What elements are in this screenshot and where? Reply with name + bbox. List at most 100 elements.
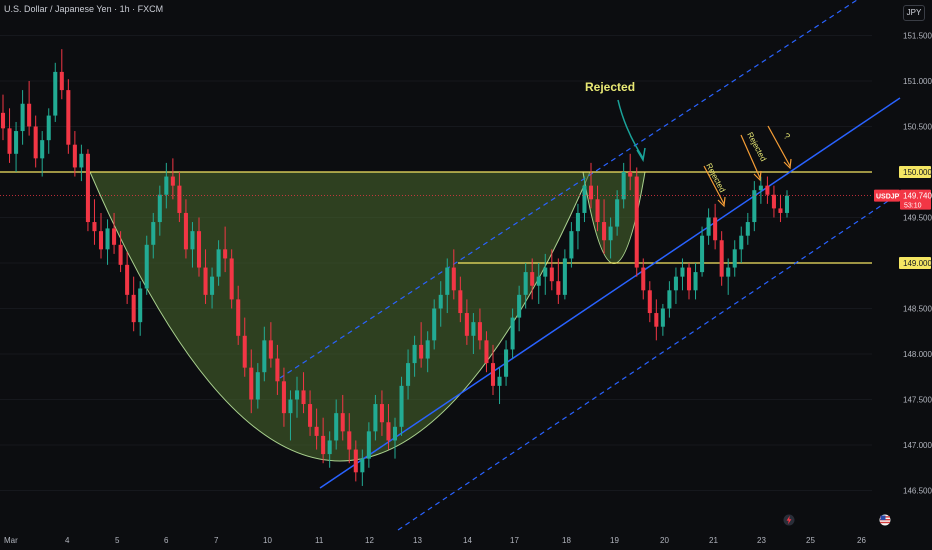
x-tick-label: Mar	[4, 536, 18, 545]
candle-body	[7, 128, 12, 154]
candle-body	[758, 185, 763, 191]
candle-body	[392, 426, 398, 441]
y-tick-label: 149.500	[903, 214, 932, 223]
candle-body	[693, 272, 698, 291]
x-tick-label: 6	[164, 536, 169, 545]
candle-body	[490, 363, 496, 386]
candle-body	[562, 258, 567, 295]
candle-body	[177, 185, 182, 213]
candle-body	[510, 317, 515, 350]
cup-pattern	[89, 171, 646, 462]
candle-body	[673, 276, 678, 291]
candle-body	[242, 335, 247, 368]
y-tick-label: 147.000	[903, 441, 932, 450]
x-tick-label: 11	[315, 536, 324, 545]
candle-body	[706, 217, 711, 236]
candle-body	[183, 212, 188, 250]
candle-body	[138, 288, 143, 323]
candle-body	[726, 267, 731, 277]
symbol-badge-label: USDJPY	[876, 194, 904, 201]
chart-title: U.S. Dollar / Japanese Yen · 1h · FXCM	[4, 4, 164, 14]
candle-body	[112, 228, 117, 245]
candle-body	[458, 290, 463, 314]
candle-body	[752, 190, 757, 223]
flash-icon[interactable]	[783, 514, 795, 526]
price-badge-value: 149.740	[903, 192, 932, 201]
candle-body	[549, 267, 554, 282]
channel-lower-line	[397, 192, 901, 531]
x-tick-label: 21	[709, 536, 718, 545]
candle-body	[308, 404, 313, 427]
candle-body	[20, 103, 25, 132]
level-badge-label: 150.000	[903, 168, 932, 177]
candle-body	[373, 404, 378, 432]
flag-icon[interactable]	[879, 514, 891, 526]
candle-body	[79, 153, 84, 168]
x-tick-label: 14	[463, 536, 472, 545]
candle-body	[641, 267, 646, 291]
y-tick-label: 148.000	[903, 350, 932, 359]
candle-body	[602, 222, 607, 241]
y-tick-label: 147.500	[903, 396, 932, 405]
y-tick-label: 150.500	[903, 123, 932, 132]
arrow-orange-1-head	[717, 196, 726, 208]
x-tick-label: 5	[115, 536, 120, 545]
candle-body	[125, 264, 130, 295]
x-tick-label: 12	[365, 536, 374, 545]
candle-body	[543, 267, 548, 277]
candle-body	[347, 431, 352, 450]
candle-body	[739, 235, 744, 250]
candle-body	[327, 440, 332, 455]
arrow-orange-2	[740, 134, 761, 179]
candle-body	[464, 313, 469, 336]
x-tick-label: 18	[562, 536, 571, 545]
candle-body	[216, 249, 221, 277]
candle-body	[0, 112, 6, 129]
candle-body	[27, 103, 32, 127]
x-tick-label: 25	[806, 536, 815, 545]
candle-body	[412, 344, 417, 364]
y-tick-label: 151.500	[903, 32, 932, 41]
x-tick-label: 20	[660, 536, 669, 545]
y-tick-label: 151.000	[903, 77, 932, 86]
candle-body	[771, 194, 776, 209]
candle-body	[471, 322, 476, 336]
candle-body	[190, 231, 195, 250]
candle-body	[621, 172, 626, 200]
candle-body	[321, 435, 326, 455]
candle-body	[92, 222, 97, 232]
candle-body	[386, 422, 391, 441]
candle-body	[615, 199, 620, 227]
horizontal-levels	[0, 171, 872, 264]
candle-body	[85, 153, 90, 223]
candle-body	[66, 90, 71, 145]
candle-body	[425, 340, 430, 359]
candle-body	[575, 212, 580, 232]
candle-body	[334, 413, 339, 441]
trend-channel	[279, 0, 901, 531]
x-tick-label: 26	[857, 536, 866, 545]
candle-body	[713, 217, 718, 241]
arrow-teal	[617, 99, 644, 159]
candle-body	[33, 126, 38, 159]
arrow-orange-1	[703, 165, 725, 205]
price-badge-countdown: 53:10	[904, 203, 922, 210]
currency-button[interactable]: JPY	[903, 5, 925, 21]
arrow-orange-3	[767, 125, 791, 167]
x-tick-label: 17	[510, 536, 519, 545]
candle-body	[451, 267, 456, 291]
candle-body	[517, 294, 522, 318]
x-tick-label: 19	[610, 536, 619, 545]
candle-body	[419, 344, 424, 359]
x-tick-label: 7	[214, 536, 219, 545]
y-tick-label: 148.500	[903, 305, 932, 314]
candle-body	[301, 390, 306, 405]
candle-body	[523, 272, 528, 295]
candle-body	[647, 290, 652, 314]
candle-body	[588, 185, 594, 200]
candle-body	[732, 249, 737, 268]
level-badge	[899, 166, 931, 178]
candle-body	[556, 281, 561, 295]
candle-body	[686, 267, 692, 291]
